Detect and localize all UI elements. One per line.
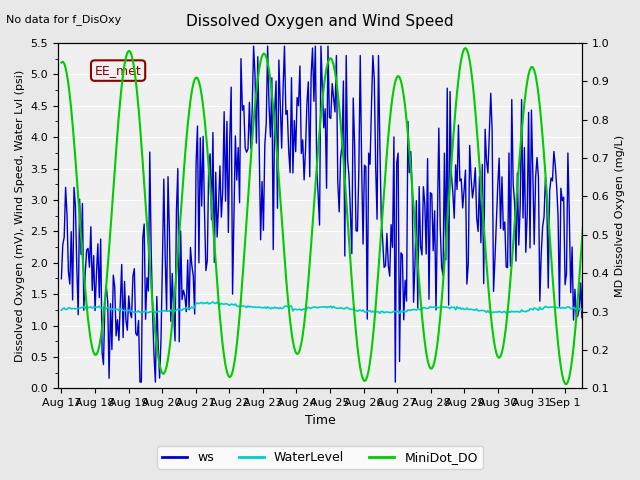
ws — [58, 276, 65, 282]
WaterLevel — [396, 311, 403, 316]
ws — [593, 205, 601, 211]
WaterLevel — [524, 308, 531, 313]
MiniDot_DO — [563, 381, 570, 387]
WaterLevel — [335, 305, 343, 311]
MiniDot_DO — [440, 262, 448, 267]
WaterLevel — [209, 299, 217, 305]
WaterLevel — [444, 305, 451, 311]
WaterLevel — [595, 308, 603, 313]
MiniDot_DO — [58, 60, 65, 65]
WaterLevel — [593, 308, 601, 314]
MiniDot_DO — [461, 45, 469, 51]
Line: ws: ws — [61, 46, 599, 382]
ws — [444, 85, 451, 91]
Y-axis label: MD Dissolved Oxygen (mg/L): MD Dissolved Oxygen (mg/L) — [615, 134, 625, 297]
MiniDot_DO — [595, 68, 603, 74]
MiniDot_DO — [522, 88, 530, 94]
ws — [524, 212, 531, 217]
ws — [76, 196, 83, 202]
ws — [136, 379, 144, 385]
ws — [337, 155, 344, 160]
ws — [250, 43, 257, 49]
Legend: ws, WaterLevel, MiniDot_DO: ws, WaterLevel, MiniDot_DO — [157, 446, 483, 469]
Y-axis label: Dissolved Oxygen (mV), Wind Speed, Water Lvl (psi): Dissolved Oxygen (mV), Wind Speed, Water… — [15, 70, 25, 362]
ws — [93, 271, 100, 276]
X-axis label: Time: Time — [305, 414, 335, 427]
MiniDot_DO — [76, 214, 83, 219]
WaterLevel — [58, 307, 65, 313]
WaterLevel — [76, 305, 83, 311]
ws — [595, 191, 603, 197]
Text: Dissolved Oxygen and Wind Speed: Dissolved Oxygen and Wind Speed — [186, 14, 454, 29]
Line: MiniDot_DO: MiniDot_DO — [61, 48, 599, 384]
Line: WaterLevel: WaterLevel — [61, 302, 599, 313]
MiniDot_DO — [93, 352, 100, 358]
Text: EE_met: EE_met — [95, 64, 141, 77]
Text: No data for f_DisOxy: No data for f_DisOxy — [6, 14, 122, 25]
WaterLevel — [93, 304, 100, 310]
MiniDot_DO — [334, 90, 342, 96]
MiniDot_DO — [593, 72, 601, 77]
